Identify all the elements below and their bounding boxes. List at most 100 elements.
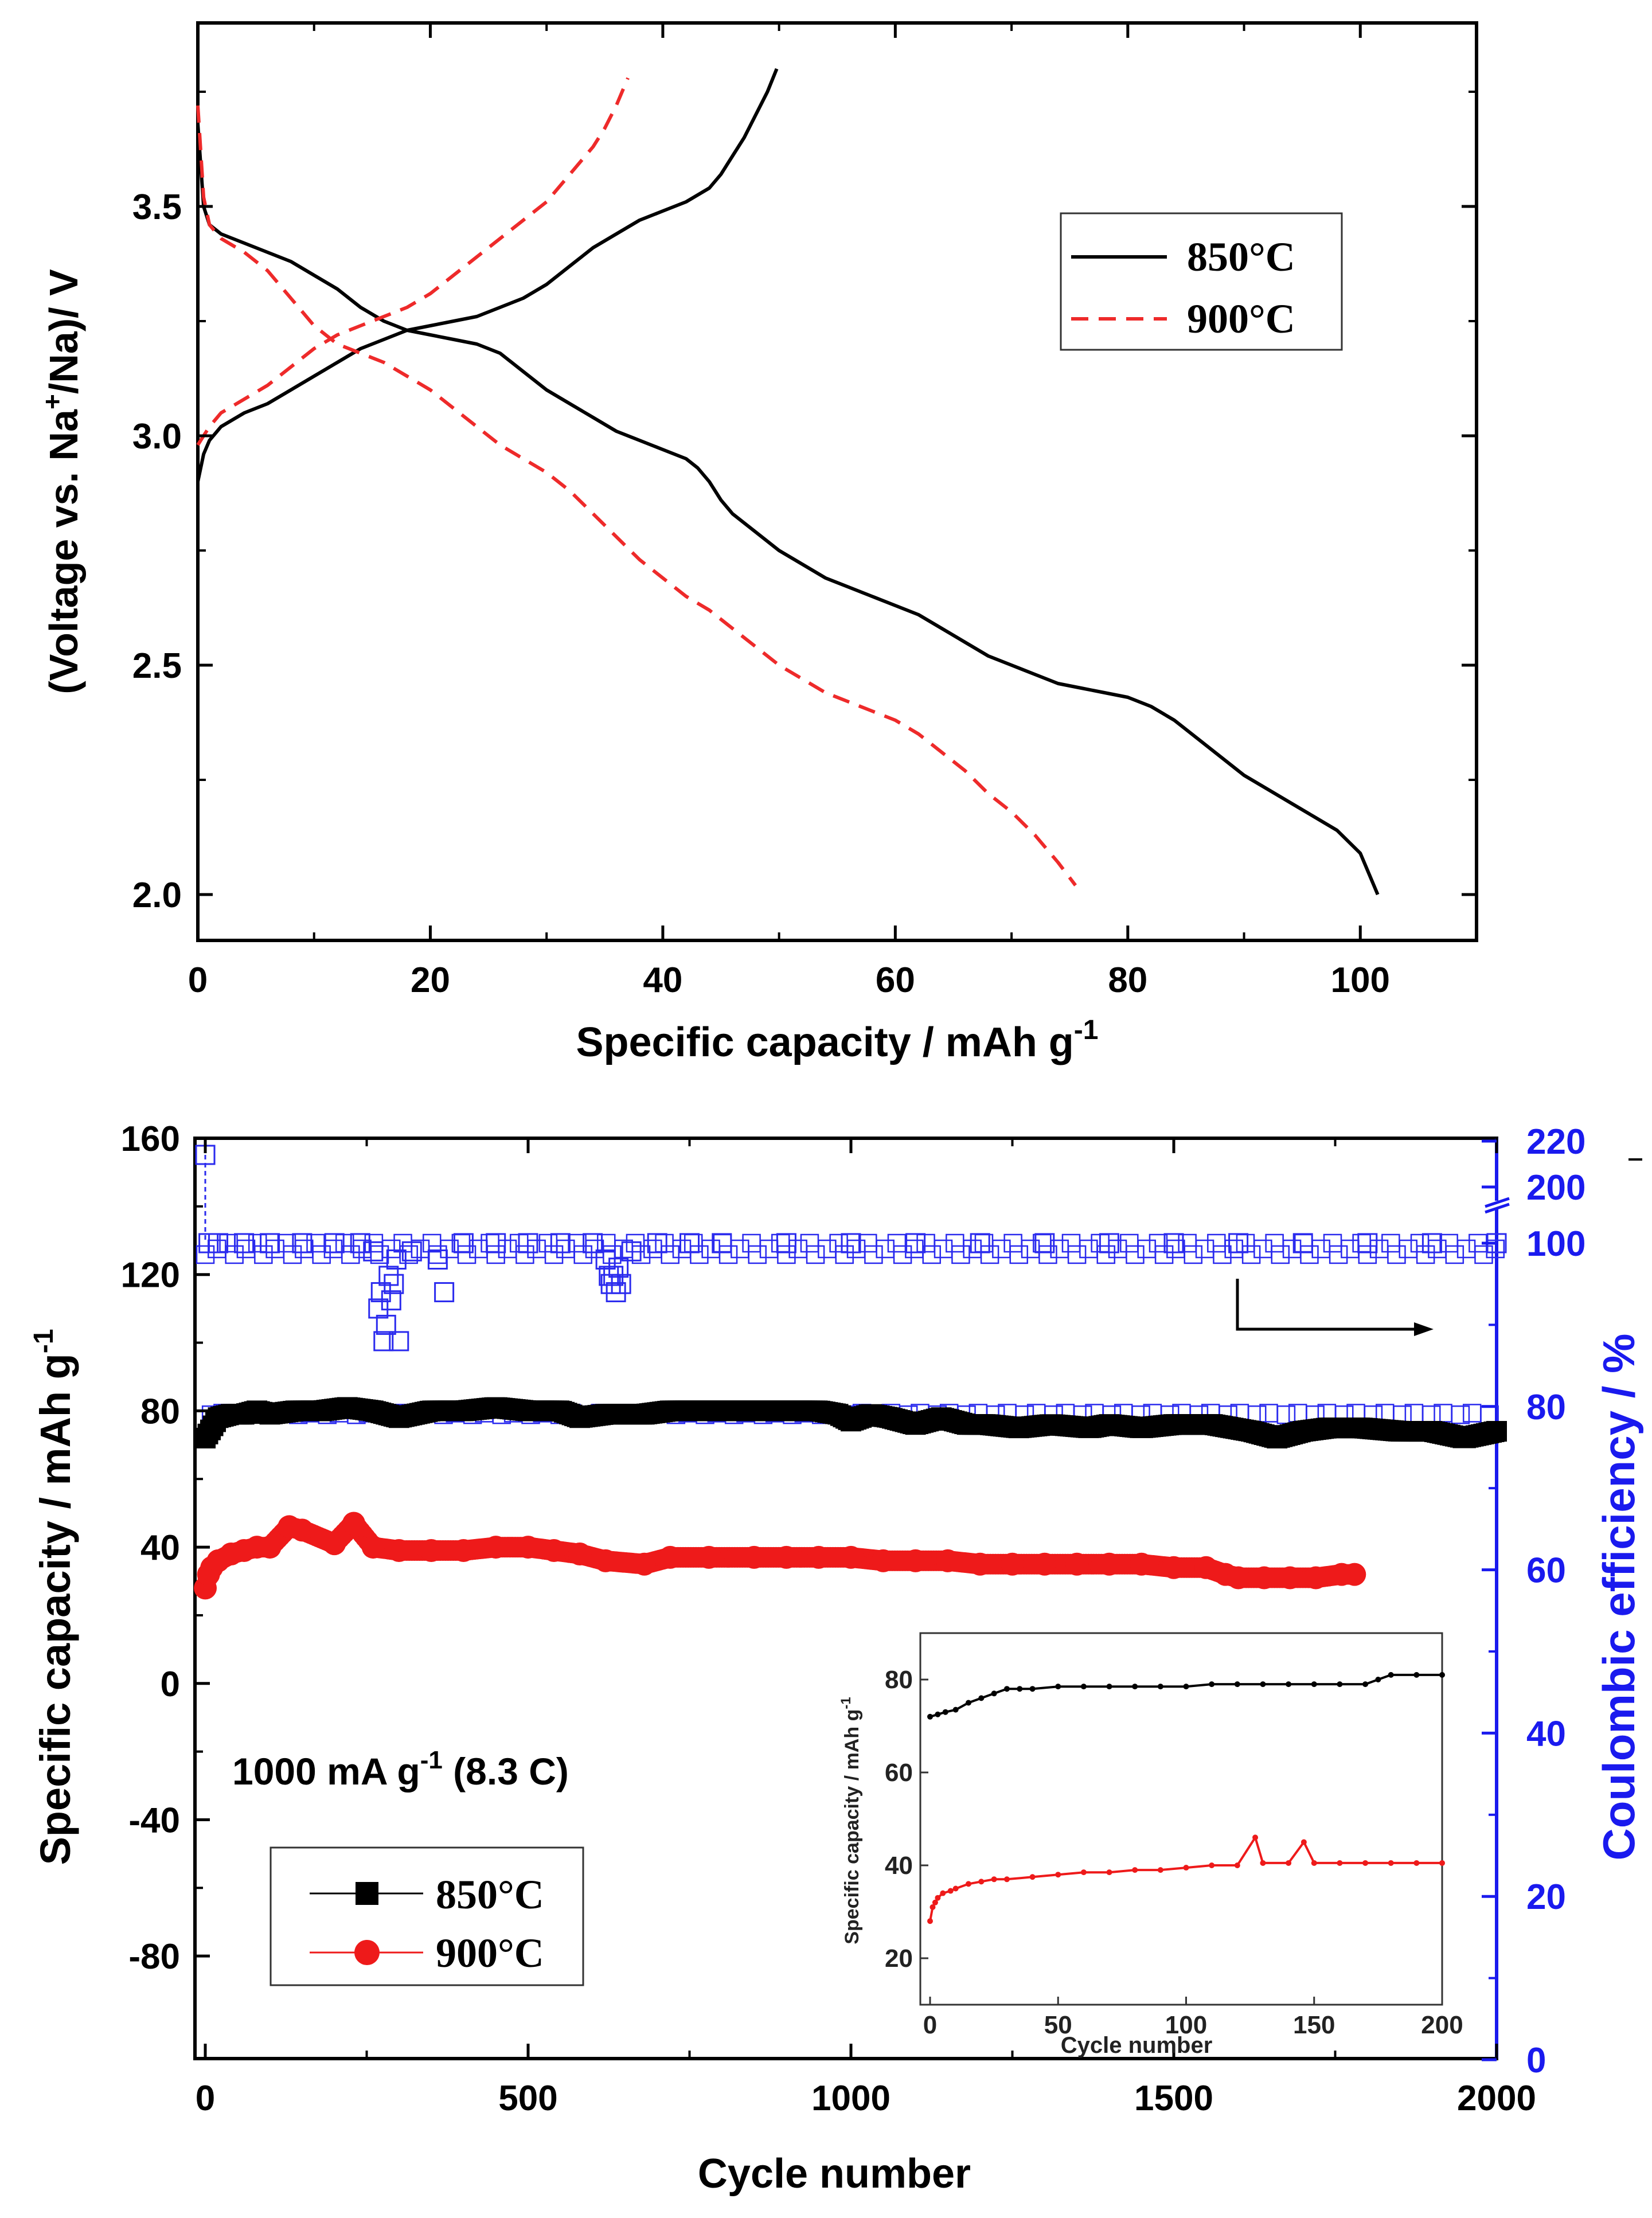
capacity-900-point: [743, 1545, 766, 1569]
x-tick-label: 1500: [1134, 2079, 1213, 2118]
y-tick-label: -40: [128, 1801, 180, 1840]
x-tick-label: 500: [498, 2079, 557, 2118]
capacity-900-point: [872, 1549, 895, 1572]
voltage-profile-chart: 0 20 40 60 80 100 2.0 2.5 3.0 3.5 Specific capac…: [37, 21, 1478, 1065]
inset-point-850: [1132, 1684, 1138, 1690]
ce-point: [1445, 1245, 1464, 1264]
inset-point-900: [1080, 1869, 1087, 1876]
inset-point-900: [1029, 1874, 1036, 1880]
ce-point: [1163, 1233, 1184, 1254]
capacity-850-point: [1486, 1421, 1507, 1442]
inset-point-850: [1260, 1681, 1266, 1688]
x-tick-label: 1000: [811, 2079, 891, 2118]
axis-break-marks: [1485, 1158, 1642, 1214]
inset-point-850: [1375, 1677, 1381, 1682]
ce-point: [381, 1290, 401, 1311]
ce-point: [550, 1233, 571, 1254]
inset-point-850: [1337, 1681, 1343, 1688]
inset-point-850: [952, 1707, 959, 1713]
capacity-900-point: [697, 1545, 721, 1569]
inset-point-900: [932, 1899, 938, 1905]
right-y-tick-label: 20: [1526, 1877, 1566, 1917]
inset-point-850: [1388, 1672, 1394, 1678]
right-y-tick-label: 80: [1526, 1388, 1566, 1427]
y-tick-label: 80: [140, 1392, 180, 1431]
legend-marker-900: [354, 1940, 380, 1965]
curve-900-discharge: [196, 105, 1077, 887]
ce-point: [841, 1233, 861, 1254]
right-y-tick-label: 60: [1526, 1551, 1566, 1591]
ce-point: [1474, 1245, 1493, 1264]
ce-point: [312, 1245, 331, 1264]
inset-y-tick-label: 80: [885, 1666, 913, 1694]
inset-point-900: [1337, 1860, 1343, 1866]
legend-label-850: 850°C: [1187, 234, 1295, 280]
ce-point: [1486, 1239, 1505, 1259]
ce-point: [373, 1331, 394, 1352]
y-tick-label: 40: [140, 1528, 180, 1568]
y-axis-title: (Voltage vs. Na+/Na)/ V: [37, 269, 86, 694]
legend-box: [1060, 212, 1343, 351]
inset-x-tick-label: 100: [1165, 2011, 1207, 2039]
ce-point: [368, 1298, 389, 1319]
ce-point: [583, 1233, 603, 1254]
ce-point: [980, 1245, 999, 1264]
inset-point-900: [927, 1918, 933, 1924]
right-y-tick-labels: 0 20 40 60 80 100 200 220: [1526, 1122, 1585, 2080]
ce-point: [573, 1245, 592, 1264]
ce-point: [234, 1233, 255, 1254]
inset-point-850: [978, 1695, 985, 1701]
inset-y-tick-labels: 20 40 60 80: [885, 1666, 913, 1973]
inset-point-900: [940, 1890, 946, 1896]
inset-point-900: [1106, 1869, 1112, 1876]
y-tick-label: 2.5: [132, 646, 182, 686]
x-tick-label: 2000: [1457, 2079, 1536, 2118]
capacity-900-point: [290, 1518, 314, 1542]
ce-point: [370, 1282, 391, 1302]
right-y-tick-label: 220: [1526, 1122, 1585, 1162]
capacity-900-point: [542, 1539, 566, 1563]
x-tick-label: 80: [1108, 960, 1147, 1000]
capacity-900-point: [1194, 1556, 1218, 1579]
capacity-900-point: [904, 1549, 927, 1572]
capacity-900-point: [1278, 1566, 1302, 1590]
ce-point: [777, 1245, 796, 1264]
ce-point: [370, 1245, 389, 1264]
ce-point: [1271, 1245, 1290, 1264]
capacity-900-point: [342, 1512, 365, 1535]
inset-x-tick-labels: 0 50 100 150 200: [923, 2011, 1463, 2039]
inset-point-850: [965, 1700, 971, 1706]
ce-point: [428, 1245, 447, 1264]
capacity-900-point: [936, 1549, 959, 1572]
inset-y-axis-title: Specific capacity / mAh g-1: [838, 1697, 863, 1944]
capacity-900-point: [361, 1536, 385, 1559]
inset-point-900: [1003, 1876, 1010, 1883]
inset-ticks: [920, 1678, 1443, 2005]
ce-point: [951, 1245, 970, 1264]
capacity-series-850: [195, 1397, 1507, 1448]
ce-point: [196, 1245, 215, 1264]
inset-point-850: [1311, 1681, 1317, 1688]
legend-label-900: 900°C: [1187, 296, 1295, 342]
y-tick-labels-cycling: -80 -40 0 40 80 120 160: [121, 1119, 180, 1977]
capacity-900-point: [517, 1536, 540, 1559]
ce-point: [434, 1282, 455, 1302]
capacity-900-point: [420, 1539, 443, 1563]
capacity-900-point: [1252, 1566, 1276, 1590]
x-tick-label: 60: [876, 960, 915, 1000]
capacity-900-point: [807, 1545, 830, 1569]
inset-point-900: [1439, 1860, 1445, 1866]
ce-point: [1126, 1245, 1145, 1264]
ce-point: [341, 1245, 360, 1264]
ce-point: [1241, 1245, 1261, 1264]
x-axis-title: Specific capacity / mAh g-1: [576, 1015, 1099, 1065]
right-y-axis-title: Coulombic efficiency / %: [1594, 1334, 1644, 1861]
inset-x-tick-label: 150: [1293, 2011, 1335, 2039]
ce-point: [378, 1266, 399, 1286]
x-tick-label: 0: [188, 960, 208, 1000]
capacity-900-point: [1343, 1563, 1366, 1586]
ce-point: [611, 1274, 631, 1294]
capacity-900-point: [1227, 1566, 1250, 1590]
ce-point: [399, 1245, 418, 1264]
legend-label-900-cycling: 900°C: [436, 1930, 544, 1976]
